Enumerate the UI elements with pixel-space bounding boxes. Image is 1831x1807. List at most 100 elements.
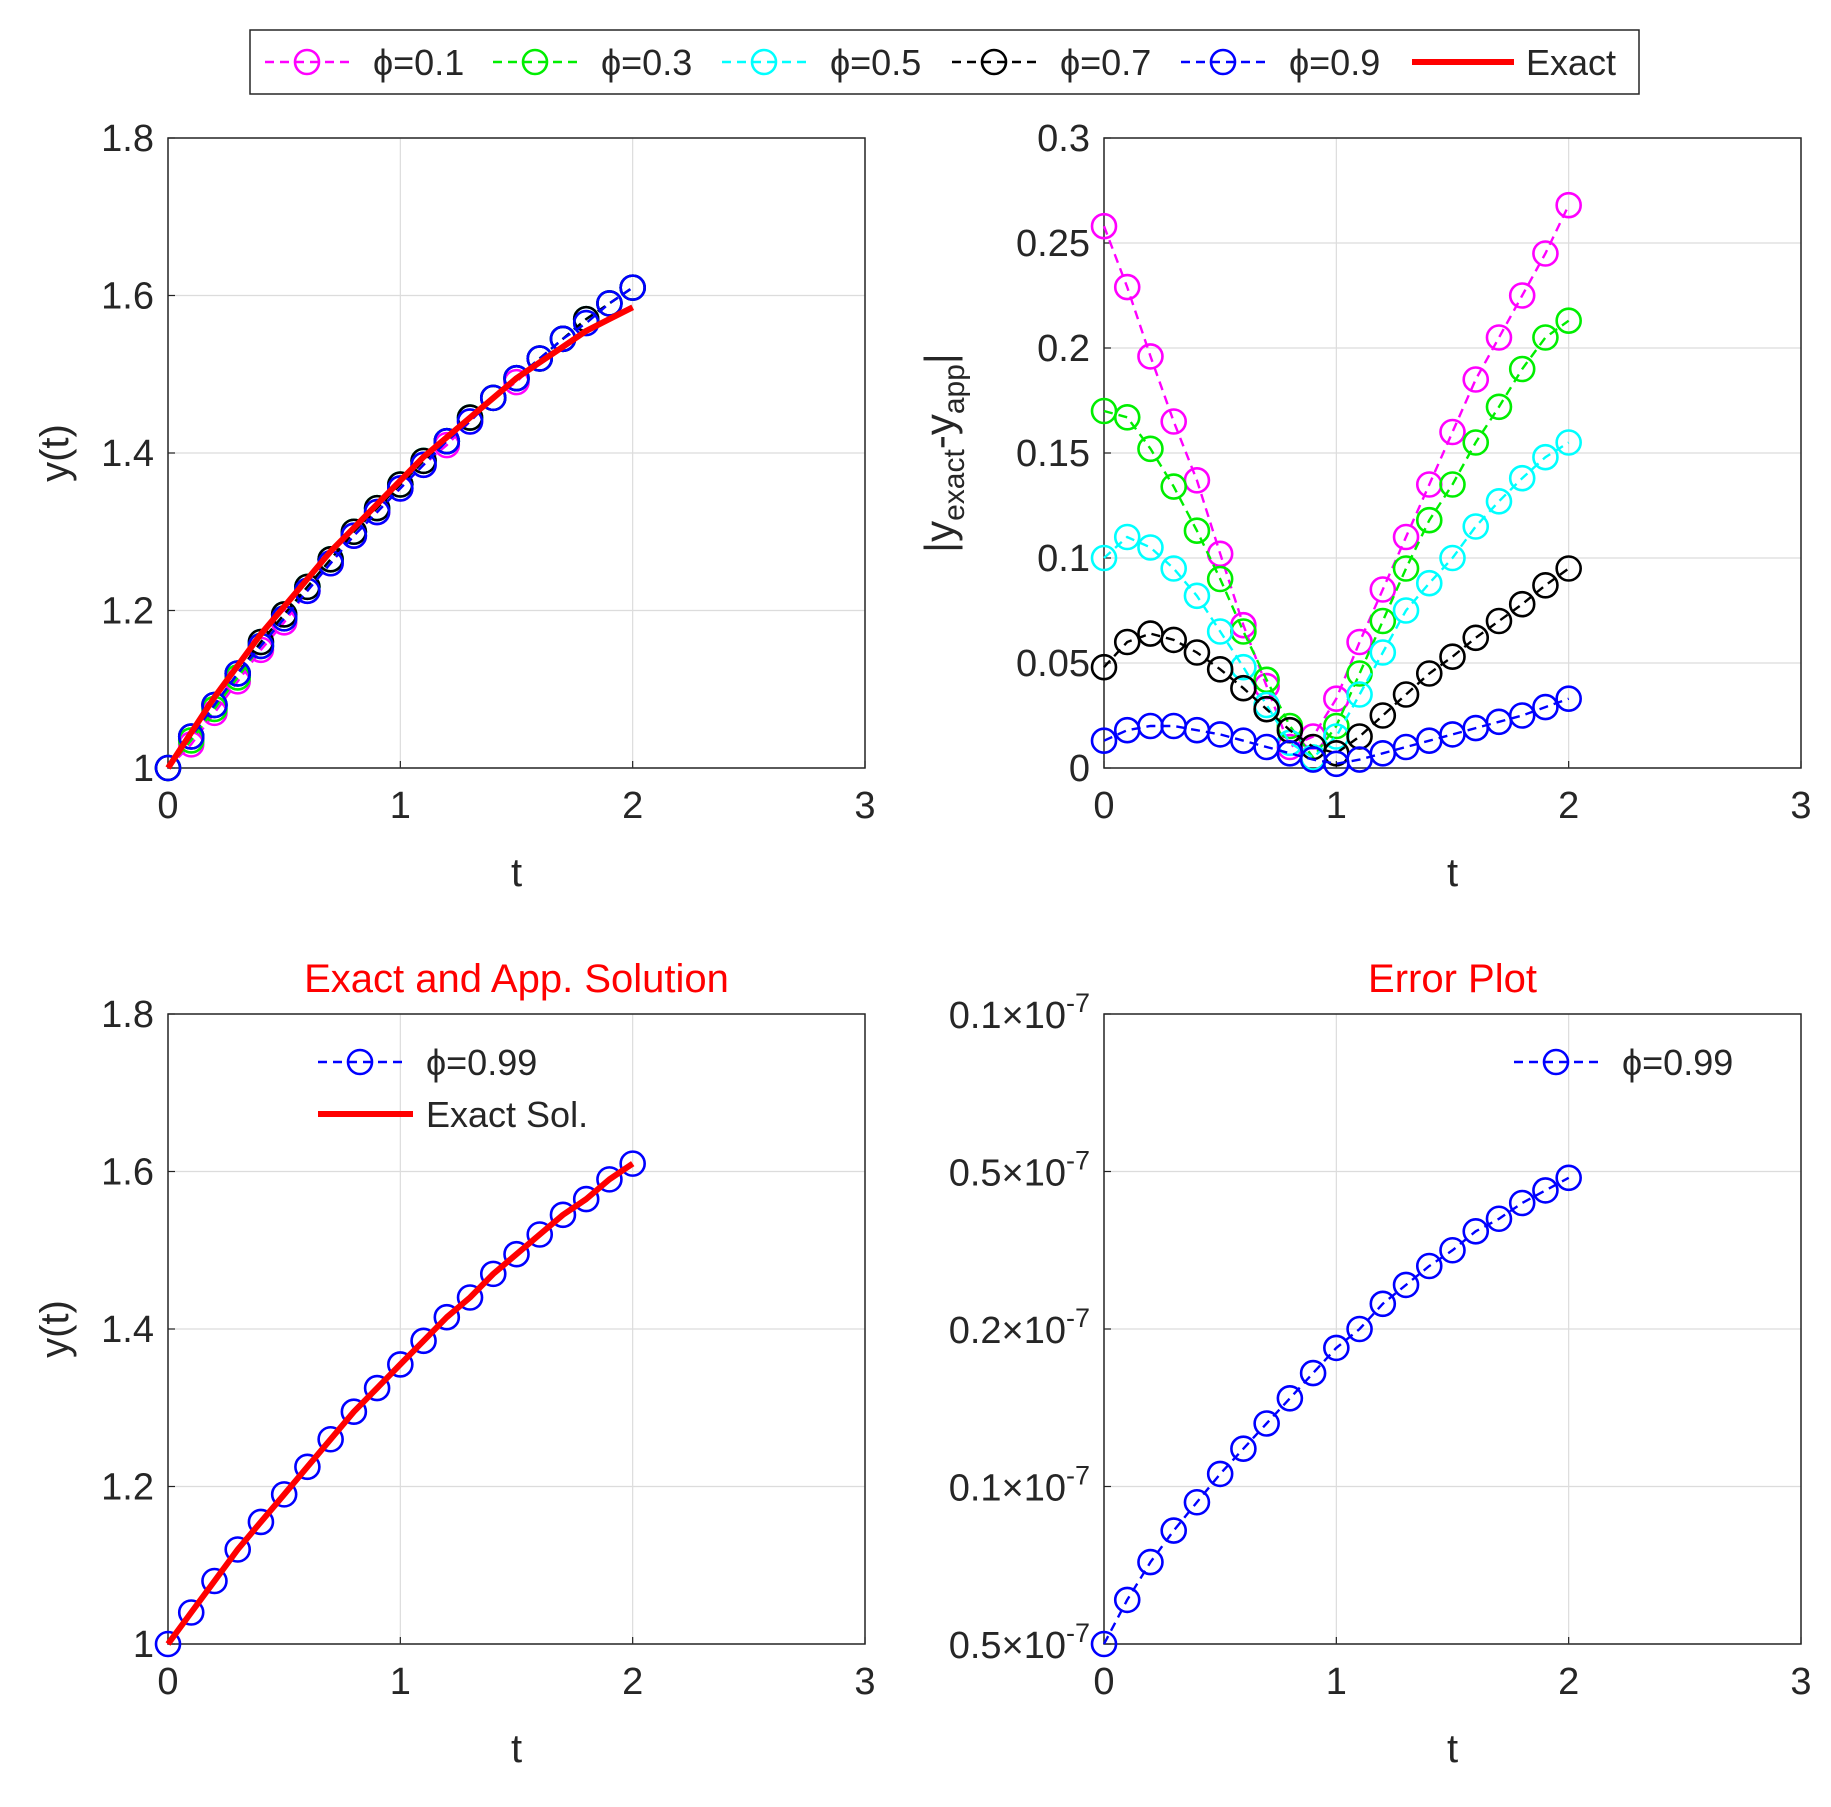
legend-label: ϕ=0.1 — [373, 42, 464, 83]
data-point-marker — [1532, 240, 1559, 267]
axes-box — [1103, 137, 1802, 769]
legend-label: ϕ=0.9 — [1289, 42, 1380, 83]
data-point-marker — [596, 1166, 623, 1193]
x-axis-label: t — [511, 851, 522, 895]
data-point-marker — [224, 1536, 251, 1563]
data-point-marker — [1485, 393, 1513, 421]
data-point-marker — [1137, 435, 1164, 463]
data-point-marker — [526, 1221, 554, 1248]
data-point-marker — [317, 1425, 344, 1453]
data-point-marker — [1485, 607, 1513, 635]
x-tick-label: 1 — [390, 785, 411, 827]
data-point-marker — [1439, 418, 1466, 446]
data-point-marker — [572, 1185, 600, 1213]
data-point-marker — [1555, 685, 1582, 713]
y-tick-label: 1.8 — [101, 994, 154, 1036]
data-point-marker — [1532, 443, 1559, 471]
data-point-marker — [1485, 487, 1513, 515]
data-point-marker — [1392, 597, 1420, 624]
data-point-marker — [1206, 655, 1234, 683]
y-tick-label: 1.4 — [101, 433, 154, 475]
axes-top-right-error: 0 1 2 3 0 0.05 0.1 0.15 0.2 0.25 0.3 t |yexact-yapp| — [916, 118, 1812, 895]
data-point-marker — [1137, 343, 1164, 370]
data-point-marker — [1090, 1630, 1118, 1658]
data-point-marker — [363, 1374, 391, 1402]
y-tick-label: 0.05 — [1016, 643, 1090, 685]
legend-label: ϕ=0.99 — [1622, 1042, 1733, 1083]
series-line — [1102, 204, 1570, 749]
data-point-marker — [177, 1599, 205, 1626]
data-point-marker — [154, 1630, 182, 1658]
series-line — [1102, 1176, 1570, 1645]
data-point-marker — [1392, 523, 1420, 551]
data-point-marker — [1439, 643, 1466, 671]
data-point-marker — [1485, 324, 1513, 351]
data-point-marker — [177, 723, 205, 750]
data-point-marker — [1508, 702, 1536, 729]
y-tick-mantissa: 0.5 — [949, 1625, 1002, 1667]
data-point-marker — [1206, 565, 1234, 593]
axes-bottom-right-error: 0 1 2 30.5×10-70.1×10-70.2×10-70.5×10-70.1×… — [949, 957, 1812, 1771]
data-point-marker — [1555, 1164, 1582, 1192]
y-tick-mantissa: 0.5 — [949, 1153, 1002, 1195]
data-point-marker — [1113, 628, 1141, 656]
y-tick-label: 1.2 — [101, 1467, 154, 1509]
data-point-marker — [1090, 653, 1118, 681]
axes-box — [1103, 1013, 1802, 1645]
legend: ϕ=0.1 ϕ=0.3 ϕ=0.5 ϕ=0.7 ϕ=0.9 Exact — [249, 29, 1640, 95]
data-point-marker — [1555, 307, 1582, 335]
data-point-marker — [294, 1453, 321, 1481]
x-axis-label: t — [1447, 851, 1458, 895]
x-tick-label: 3 — [854, 1661, 875, 1703]
data-point-marker — [1230, 1435, 1257, 1462]
y-tick-label: 1.8 — [101, 118, 154, 160]
axes-box — [167, 137, 866, 769]
data-point-marker — [1369, 639, 1397, 666]
x-tick-label: 2 — [1558, 1661, 1579, 1703]
data-point-marker — [1415, 506, 1443, 534]
data-point-marker — [503, 1240, 530, 1268]
data-point-marker — [1485, 1205, 1513, 1233]
x-tick-label: 1 — [1326, 785, 1347, 827]
data-point-marker — [247, 1508, 275, 1536]
y-axis-label-part: exact — [938, 449, 971, 521]
data-point-marker — [1206, 618, 1234, 645]
legend-label: ϕ=0.7 — [1060, 42, 1151, 83]
x-tick-label: 2 — [622, 785, 643, 827]
x-tick-label: 3 — [854, 785, 875, 827]
data-point-marker — [1346, 681, 1373, 708]
data-point-marker — [1439, 471, 1466, 498]
series-line-exact — [165, 304, 635, 770]
y-tick-mantissa: 0.2 — [949, 1310, 1002, 1352]
y-tick-exponent: -7 — [1066, 1303, 1090, 1333]
data-point-marker — [1462, 1218, 1490, 1245]
data-point-marker — [1299, 1359, 1327, 1387]
y-tick-label: 1.6 — [101, 1152, 154, 1194]
data-point-marker — [1090, 544, 1118, 572]
data-point-marker — [1439, 544, 1466, 572]
data-point-marker — [549, 1201, 577, 1229]
legend-label: ϕ=0.99 — [426, 1042, 537, 1083]
data-point-marker — [387, 1351, 414, 1378]
y-tick-exponent: -7 — [1066, 1146, 1090, 1176]
data-point-marker — [1183, 582, 1211, 610]
data-point-marker — [1369, 1290, 1397, 1318]
data-point-marker — [619, 1150, 646, 1177]
data-point-marker — [1392, 555, 1420, 582]
axes-top-left-solution: 0 1 2 311.21.41.61.8ty(t) — [33, 118, 876, 895]
y-tick-label: 0.1 — [1037, 538, 1090, 580]
data-point-marker — [201, 1567, 228, 1595]
x-tick-label: 2 — [1558, 785, 1579, 827]
data-point-marker — [619, 274, 646, 301]
y-tick-label: 0.3 — [1037, 118, 1090, 160]
data-point-marker — [1346, 1315, 1373, 1343]
data-point-marker — [1160, 555, 1187, 582]
x-tick-label: 0 — [1093, 1661, 1114, 1703]
data-point-marker — [1160, 408, 1187, 435]
y-tick-times: ×10 — [1002, 1153, 1066, 1195]
y-tick-label: 0.15 — [1016, 433, 1090, 475]
data-point-marker — [1183, 517, 1211, 545]
y-axis-label: y(t) — [33, 424, 77, 482]
data-point-marker — [1392, 1271, 1420, 1299]
